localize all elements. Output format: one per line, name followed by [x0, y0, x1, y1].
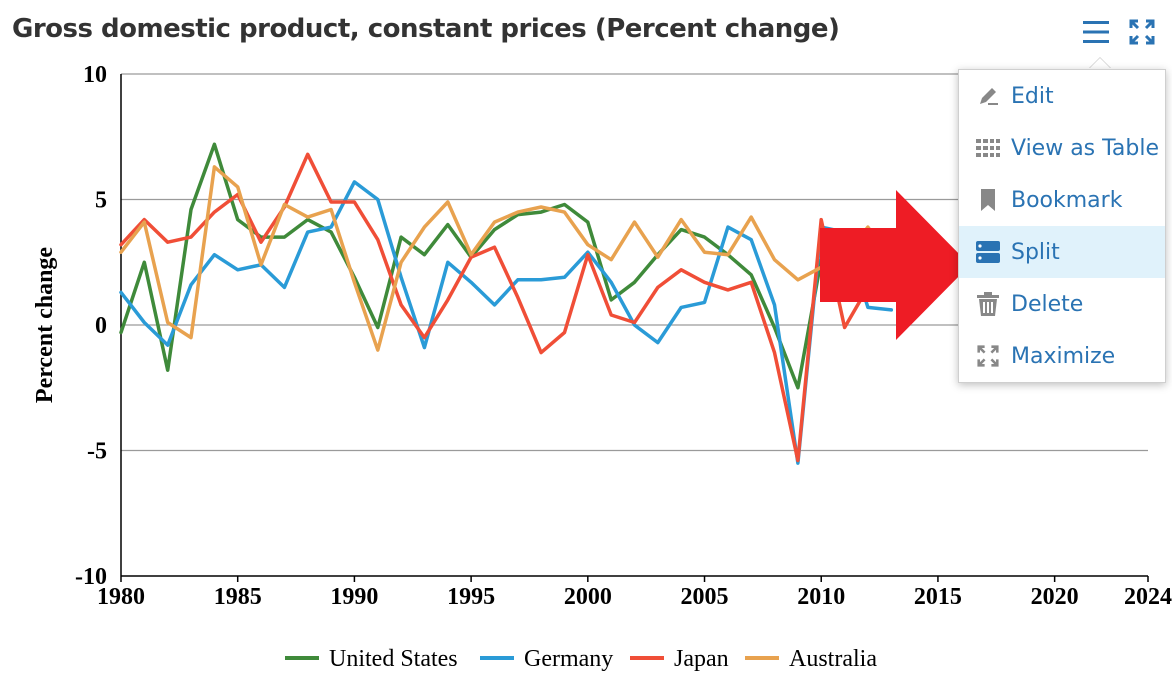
- x-tick-label: 2024: [1124, 584, 1172, 610]
- y-tick-label: -10: [75, 564, 107, 590]
- chart-toolbar: [1082, 18, 1156, 46]
- page-title: Gross domestic product, constant prices …: [12, 14, 840, 44]
- x-tick-label: 2015: [914, 584, 962, 610]
- y-tick-label: -5: [87, 439, 107, 465]
- y-tick-label: 0: [95, 313, 107, 339]
- menu-item-maximize[interactable]: Maximize: [959, 330, 1165, 382]
- legend-item-australia[interactable]: Australia: [745, 646, 877, 672]
- hamburger-menu-icon[interactable]: [1082, 18, 1110, 46]
- menu-item-label: Bookmark: [1011, 187, 1123, 213]
- menu-item-label: Maximize: [1011, 343, 1116, 369]
- trash-icon: [975, 291, 1001, 317]
- legend-item-united-states[interactable]: United States: [285, 646, 458, 672]
- x-tick-label: 2020: [1031, 584, 1079, 610]
- menu-item-edit[interactable]: Edit: [959, 70, 1165, 122]
- menu-item-label: Edit: [1011, 83, 1054, 109]
- red-arrow-icon: [820, 190, 970, 345]
- maximize-icon[interactable]: [1128, 18, 1156, 46]
- menu-item-split[interactable]: Split: [959, 226, 1165, 278]
- menu-item-label: Delete: [1011, 291, 1084, 317]
- series-line-japan[interactable]: [119, 152, 894, 463]
- menu-item-delete[interactable]: Delete: [959, 278, 1165, 330]
- y-tick-label: 5: [95, 188, 107, 214]
- series-line-germany[interactable]: [119, 180, 894, 465]
- menu-item-label: View as Table: [1011, 135, 1160, 161]
- x-tick-label: 1985: [214, 584, 262, 610]
- series-lines: [119, 142, 894, 465]
- x-tick-label: 1995: [447, 584, 495, 610]
- x-tick-label: 2010: [797, 584, 845, 610]
- legend-item-germany[interactable]: Germany: [480, 646, 613, 672]
- series-line-australia[interactable]: [119, 165, 894, 352]
- legend-label: Germany: [524, 646, 613, 672]
- menu-pointer: [1089, 58, 1111, 69]
- x-tick-label: 1980: [97, 584, 145, 610]
- legend-label: Australia: [789, 646, 877, 672]
- legend-label: United States: [329, 646, 458, 672]
- menu-item-view-as-table[interactable]: View as Table: [959, 122, 1165, 174]
- menu-item-bookmark[interactable]: Bookmark: [959, 174, 1165, 226]
- x-tick-label: 2005: [681, 584, 729, 610]
- context-menu: Edit View as Table Bookmark Split Delete: [958, 69, 1166, 383]
- x-tick-label: 1990: [330, 584, 378, 610]
- x-tick-label: 2000: [564, 584, 612, 610]
- split-icon: [975, 239, 1001, 265]
- legend: United States Germany Japan Australia: [285, 646, 877, 672]
- menu-item-label: Split: [1011, 239, 1060, 265]
- y-axis-label: Percent change: [32, 247, 58, 404]
- bookmark-icon: [975, 187, 1001, 213]
- table-grid-icon: [975, 135, 1001, 161]
- legend-label: Japan: [674, 646, 729, 672]
- y-tick-label: 10: [83, 62, 107, 88]
- maximize-icon: [975, 343, 1001, 369]
- legend-item-japan[interactable]: Japan: [630, 646, 729, 672]
- pencil-icon: [975, 83, 1001, 109]
